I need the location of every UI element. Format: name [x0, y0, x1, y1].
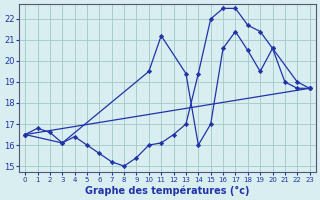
X-axis label: Graphe des températures (°c): Graphe des températures (°c) [85, 185, 250, 196]
